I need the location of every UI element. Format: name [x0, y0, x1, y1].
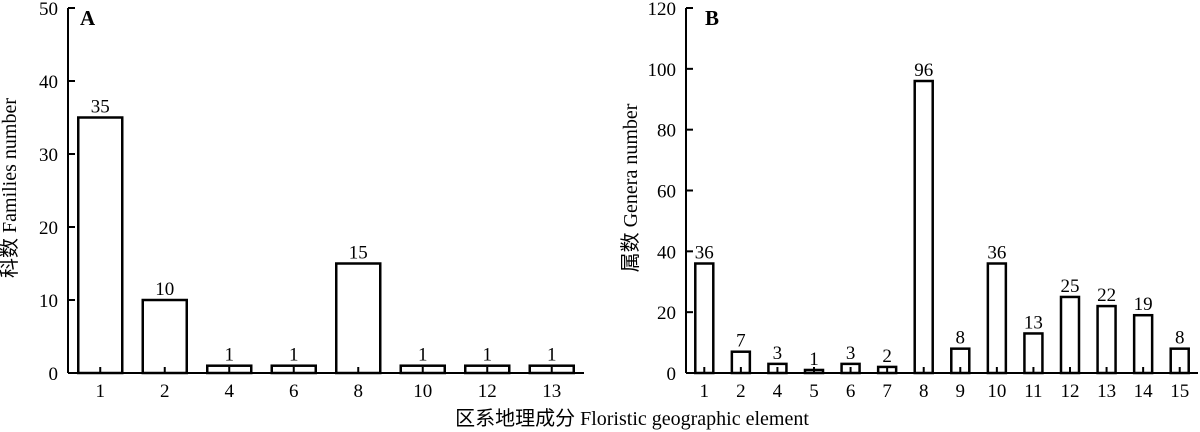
bar-value-label: 36: [695, 243, 714, 264]
y-tick-label: 0: [667, 364, 677, 385]
panel-a-letter: A: [80, 6, 96, 30]
bar-value-label: 7: [736, 331, 746, 352]
bar: [141, 298, 188, 375]
x-tick-label: 11: [1024, 381, 1042, 402]
x-tick-label: 6: [289, 381, 299, 402]
x-tick-label: 13: [542, 381, 561, 402]
x-tick-label: 14: [1134, 381, 1154, 402]
panel-b-y-axis-title: 属数 Genera number: [619, 103, 642, 272]
y-tick-label: 80: [657, 121, 676, 142]
bar-value-label: 8: [956, 328, 966, 349]
x-axis-title: 区系地理成分 Floristic geographic element: [455, 407, 809, 430]
bar: [1096, 304, 1117, 375]
bar-value-label: 10: [155, 279, 174, 300]
x-tick-label: 7: [882, 381, 892, 402]
x-tick-label: 8: [919, 381, 929, 402]
y-tick-label: 100: [648, 60, 677, 81]
bar-value-label: 15: [349, 243, 368, 264]
bar-value-label: 3: [773, 343, 783, 364]
bar-value-label: 36: [987, 243, 1006, 264]
x-tick-label: 12: [478, 381, 497, 402]
panel-a-chart: A 科数 Families number 0 10 20 30 40 50 35 1 10 2 1…: [0, 0, 584, 402]
y-tick-label: 50: [39, 0, 58, 20]
y-tick-label: 20: [39, 218, 58, 239]
panel-b-y-ticks: 0 20 40 60 80 100 120: [648, 0, 693, 385]
y-tick-label: 10: [39, 291, 58, 312]
bar-value-label: 1: [483, 345, 493, 366]
panel-a-y-ticks: 0 10 20 30 40 50: [39, 0, 75, 385]
bar-value-label: 25: [1061, 276, 1080, 297]
x-tick-label: 13: [1097, 381, 1116, 402]
y-tick-label: 40: [657, 242, 676, 263]
x-tick-label: 2: [736, 381, 746, 402]
bar: [77, 116, 124, 375]
x-tick-label: 15: [1170, 381, 1189, 402]
y-tick-label: 40: [39, 72, 58, 93]
bar-value-label: 19: [1134, 294, 1153, 315]
x-tick-label: 5: [809, 381, 819, 402]
bar: [694, 262, 715, 375]
bar-value-label: 1: [418, 345, 428, 366]
x-tick-label: 1: [700, 381, 710, 402]
bar-value-label: 1: [289, 345, 299, 366]
x-tick-label: 12: [1061, 381, 1080, 402]
bar: [1059, 295, 1081, 375]
bar-value-label: 13: [1024, 312, 1043, 333]
x-tick-label: 9: [956, 381, 966, 402]
x-tick-label: 4: [225, 381, 235, 402]
bar: [913, 79, 934, 375]
x-tick-label: 1: [96, 381, 106, 402]
y-tick-label: 120: [648, 0, 677, 20]
x-tick-label: 10: [987, 381, 1006, 402]
x-tick-label: 2: [160, 381, 170, 402]
panel-a-y-axis-title: 科数 Families number: [0, 98, 21, 278]
bar-value-label: 22: [1097, 285, 1116, 306]
y-tick-label: 0: [49, 364, 59, 385]
bar: [335, 262, 382, 375]
x-tick-label: 6: [846, 381, 856, 402]
panel-b-letter: B: [705, 6, 719, 30]
bar-value-label: 1: [547, 345, 557, 366]
y-tick-label: 20: [657, 303, 676, 324]
x-tick-label: 8: [354, 381, 364, 402]
bar-value-label: 2: [882, 346, 892, 367]
panel-b-bars: 3617234153627968893610131125122213191481…: [694, 60, 1190, 402]
bar-value-label: 1: [225, 345, 235, 366]
bar: [986, 262, 1008, 375]
bar-value-label: 96: [914, 60, 933, 81]
y-tick-label: 60: [657, 182, 676, 203]
x-tick-label: 10: [413, 381, 432, 402]
bar-value-label: 8: [1175, 328, 1185, 349]
bar-value-label: 1: [809, 349, 819, 370]
x-tick-label: 4: [773, 381, 783, 402]
bar: [1132, 313, 1154, 375]
y-tick-label: 30: [39, 145, 58, 166]
bar-value-label: 35: [91, 97, 110, 118]
bar-value-label: 3: [846, 343, 856, 364]
panel-a-bars: 35 1 10 2 1 4 1 6 15 8 1 10 1 12 1 13: [77, 97, 575, 402]
